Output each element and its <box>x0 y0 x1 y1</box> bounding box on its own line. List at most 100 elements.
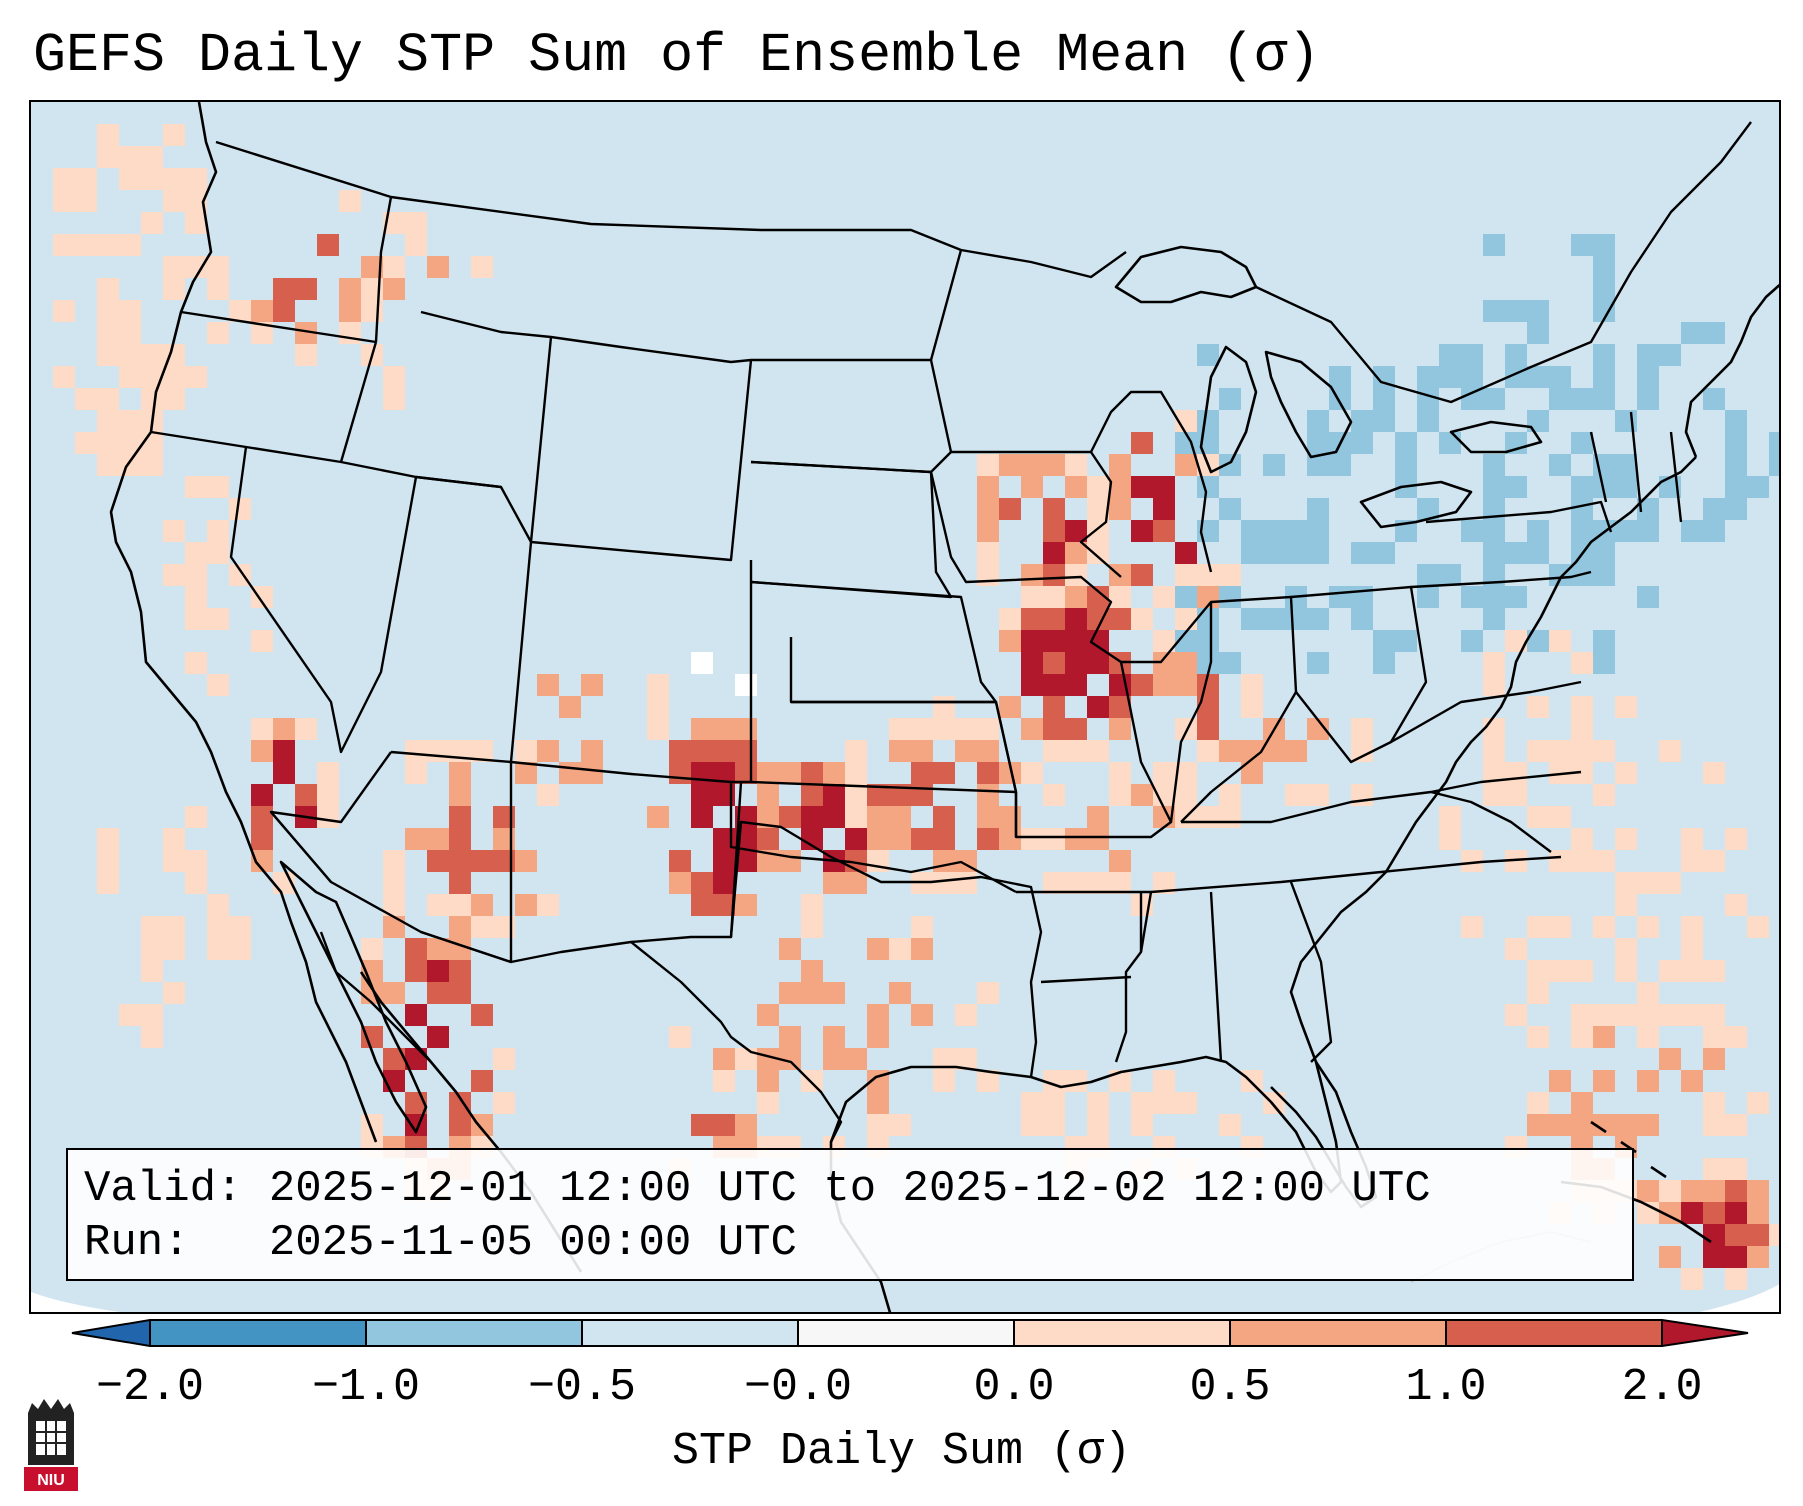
anomaly-cell <box>1285 520 1307 542</box>
anomaly-cell <box>1241 696 1263 718</box>
anomaly-cell <box>1637 586 1659 608</box>
anomaly-cell <box>185 366 207 388</box>
anomaly-cell <box>1241 740 1263 762</box>
anomaly-cell <box>1109 608 1131 630</box>
anomaly-cell <box>1725 1268 1747 1290</box>
anomaly-cell <box>1637 1114 1659 1136</box>
anomaly-cell <box>1659 344 1681 366</box>
anomaly-cell <box>1681 828 1703 850</box>
anomaly-cell <box>1197 476 1219 498</box>
anomaly-cell <box>163 278 185 300</box>
anomaly-cell <box>97 124 119 146</box>
anomaly-cell <box>911 938 933 960</box>
anomaly-cell <box>691 718 713 740</box>
anomaly-cell <box>735 674 757 696</box>
anomaly-cell <box>977 784 999 806</box>
anomaly-cell <box>1175 564 1197 586</box>
anomaly-cell <box>53 234 75 256</box>
anomaly-cell <box>1241 608 1263 630</box>
anomaly-cell <box>1615 1114 1637 1136</box>
anomaly-cell <box>999 630 1021 652</box>
anomaly-cell <box>1241 762 1263 784</box>
anomaly-cell <box>427 256 449 278</box>
anomaly-cell <box>1725 1114 1747 1136</box>
anomaly-cell <box>383 1048 405 1070</box>
anomaly-cell <box>295 784 317 806</box>
anomaly-cell <box>1021 762 1043 784</box>
anomaly-cell <box>735 718 757 740</box>
anomaly-cell <box>141 366 163 388</box>
anomaly-cell <box>955 872 977 894</box>
anomaly-cell <box>1725 432 1747 454</box>
anomaly-cell <box>1043 740 1065 762</box>
anomaly-cell <box>1527 322 1549 344</box>
anomaly-cell <box>1747 1246 1769 1268</box>
anomaly-cell <box>1087 740 1109 762</box>
anomaly-cell <box>1571 498 1593 520</box>
anomaly-cell <box>977 828 999 850</box>
anomaly-cell <box>207 520 229 542</box>
anomaly-cell <box>1461 366 1483 388</box>
colorbar-tick-label: −0.5 <box>527 1362 637 1413</box>
anomaly-cell <box>75 168 97 190</box>
anomaly-cell <box>1219 652 1241 674</box>
anomaly-cell <box>185 212 207 234</box>
anomaly-cell <box>1505 344 1527 366</box>
anomaly-cell <box>757 1092 779 1114</box>
anomaly-cell <box>1175 608 1197 630</box>
anomaly-cell <box>1593 388 1615 410</box>
anomaly-cell <box>1043 498 1065 520</box>
anomaly-cell <box>889 828 911 850</box>
anomaly-cell <box>185 806 207 828</box>
anomaly-cell <box>471 894 493 916</box>
map-panel[interactable] <box>29 100 1781 1314</box>
anomaly-cell <box>1241 520 1263 542</box>
anomaly-cell <box>1021 454 1043 476</box>
anomaly-cell <box>713 1114 735 1136</box>
anomaly-cell <box>141 454 163 476</box>
anomaly-cell <box>1043 696 1065 718</box>
anomaly-cell <box>251 322 273 344</box>
anomaly-cell <box>1307 718 1329 740</box>
anomaly-cell <box>713 894 735 916</box>
anomaly-cell <box>1109 784 1131 806</box>
anomaly-cell <box>1615 960 1637 982</box>
anomaly-cell <box>1615 894 1637 916</box>
anomaly-cell <box>1461 586 1483 608</box>
anomaly-cell <box>823 784 845 806</box>
anomaly-cell <box>801 1070 823 1092</box>
anomaly-cell <box>1571 696 1593 718</box>
anomaly-cell <box>1593 850 1615 872</box>
anomaly-cell <box>449 806 471 828</box>
anomaly-cell <box>977 740 999 762</box>
anomaly-cell <box>1571 1026 1593 1048</box>
anomaly-cell <box>1571 476 1593 498</box>
anomaly-cell <box>515 894 537 916</box>
anomaly-cell <box>1307 410 1329 432</box>
anomaly-cell <box>1747 1180 1769 1202</box>
anomaly-cell <box>977 476 999 498</box>
anomaly-cell <box>1747 476 1769 498</box>
anomaly-cell <box>1571 1114 1593 1136</box>
anomaly-cell <box>1637 1180 1659 1202</box>
anomaly-cell <box>1197 740 1219 762</box>
anomaly-cell <box>867 1026 889 1048</box>
anomaly-cell <box>163 388 185 410</box>
anomaly-cell <box>1527 1092 1549 1114</box>
anomaly-cell <box>141 916 163 938</box>
state-borders <box>150 121 1752 1143</box>
anomaly-cell <box>1043 586 1065 608</box>
anomaly-cell <box>933 872 955 894</box>
anomaly-cell <box>1483 674 1505 696</box>
anomaly-cell <box>1065 652 1087 674</box>
anomaly-cell <box>1461 344 1483 366</box>
anomaly-cell <box>1483 762 1505 784</box>
anomaly-cell <box>1505 762 1527 784</box>
anomaly-cell <box>1505 784 1527 806</box>
anomaly-cell <box>119 168 141 190</box>
anomaly-cell <box>493 1092 515 1114</box>
anomaly-cell <box>1571 652 1593 674</box>
anomaly-cell <box>427 982 449 1004</box>
anomaly-cell <box>1087 828 1109 850</box>
anomaly-cell <box>383 388 405 410</box>
